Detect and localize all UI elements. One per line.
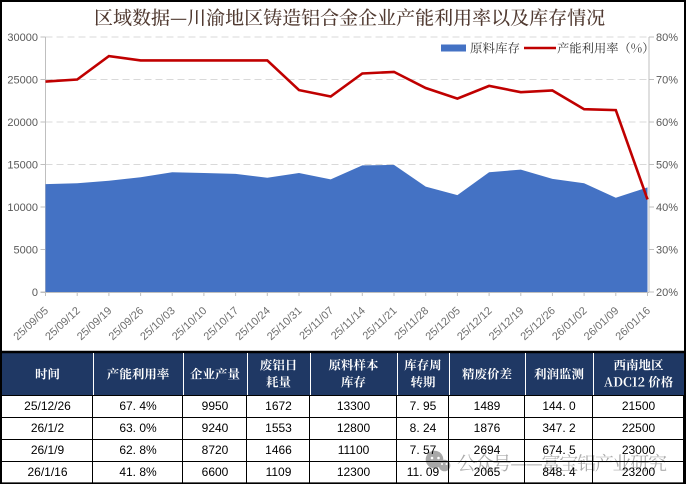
svg-text:12300: 12300 [337, 465, 371, 479]
svg-text:63. 0%: 63. 0% [119, 421, 157, 435]
svg-text:15000: 15000 [7, 160, 38, 172]
svg-text:144. 0: 144. 0 [542, 399, 576, 413]
svg-text:1109: 1109 [266, 465, 292, 479]
svg-text:347. 2: 347. 2 [542, 421, 576, 435]
svg-text:6600: 6600 [202, 465, 229, 479]
svg-text:8720: 8720 [202, 443, 229, 457]
svg-text:5000: 5000 [14, 245, 38, 257]
svg-text:7. 57: 7. 57 [410, 443, 437, 457]
svg-text:60%: 60% [656, 117, 678, 129]
svg-text:10000: 10000 [7, 202, 38, 214]
svg-text:20000: 20000 [7, 117, 38, 129]
svg-text:848. 4: 848. 4 [542, 465, 576, 479]
svg-text:0: 0 [32, 287, 38, 299]
svg-text:50%: 50% [656, 160, 678, 172]
svg-text:20%: 20% [656, 287, 678, 299]
svg-text:9950: 9950 [202, 399, 229, 413]
svg-text:1553: 1553 [265, 421, 292, 435]
svg-text:8. 24: 8. 24 [410, 421, 437, 435]
svg-text:11100: 11100 [338, 443, 370, 457]
svg-text:26/1/16: 26/1/16 [27, 465, 67, 479]
svg-text:26/1/2: 26/1/2 [31, 421, 65, 435]
svg-text:23200: 23200 [622, 465, 656, 479]
svg-text:62. 8%: 62. 8% [119, 443, 157, 457]
svg-text:80%: 80% [656, 32, 678, 44]
svg-text:22500: 22500 [622, 421, 656, 435]
svg-text:11. 09: 11. 09 [407, 465, 440, 479]
svg-text:70%: 70% [656, 75, 678, 87]
svg-text:1489: 1489 [474, 399, 501, 413]
svg-text:7. 95: 7. 95 [410, 399, 437, 413]
svg-text:40%: 40% [656, 202, 678, 214]
svg-text:26/1/9: 26/1/9 [31, 443, 65, 457]
svg-text:25/12/26: 25/12/26 [24, 399, 71, 413]
svg-text:13300: 13300 [337, 399, 371, 413]
svg-text:2065: 2065 [474, 465, 501, 479]
svg-text:30%: 30% [656, 245, 678, 257]
svg-text:67. 4%: 67. 4% [119, 399, 157, 413]
svg-text:1876: 1876 [474, 421, 501, 435]
svg-text:1672: 1672 [265, 399, 292, 413]
svg-text:12800: 12800 [337, 421, 371, 435]
svg-text:23000: 23000 [622, 443, 656, 457]
svg-text:1466: 1466 [265, 443, 292, 457]
svg-text:25000: 25000 [7, 75, 38, 87]
svg-text:674. 5: 674. 5 [542, 443, 576, 457]
svg-text:21500: 21500 [622, 399, 656, 413]
svg-text:2694: 2694 [474, 443, 501, 457]
svg-text:41. 8%: 41. 8% [119, 465, 157, 479]
svg-text:9240: 9240 [202, 421, 229, 435]
svg-text:30000: 30000 [7, 32, 38, 44]
